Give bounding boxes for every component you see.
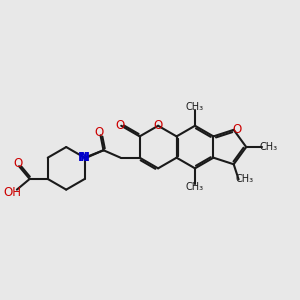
Text: CH₃: CH₃ xyxy=(236,175,253,184)
Text: N: N xyxy=(80,151,90,164)
Text: O: O xyxy=(154,119,163,132)
Text: OH: OH xyxy=(3,186,21,199)
Text: CH₃: CH₃ xyxy=(186,182,204,192)
Text: O: O xyxy=(94,127,104,140)
Text: O: O xyxy=(13,157,22,170)
Text: O: O xyxy=(115,119,124,132)
Text: CH₃: CH₃ xyxy=(186,102,204,112)
Text: N: N xyxy=(78,151,88,164)
Text: O: O xyxy=(232,123,242,136)
Text: CH₃: CH₃ xyxy=(259,142,277,152)
